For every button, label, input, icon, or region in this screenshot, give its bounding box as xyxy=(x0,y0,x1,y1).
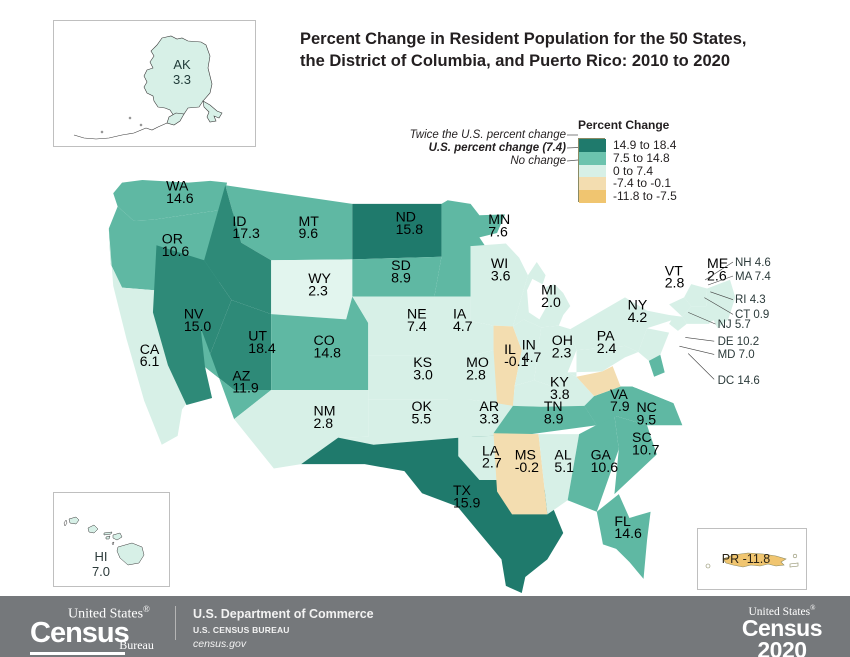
svg-text:4.7: 4.7 xyxy=(522,349,542,365)
svg-text:8.9: 8.9 xyxy=(544,411,564,427)
svg-text:-0.2: -0.2 xyxy=(515,459,539,475)
svg-text:18.4: 18.4 xyxy=(248,340,276,356)
svg-text:10.6: 10.6 xyxy=(162,243,190,259)
svg-text:15.0: 15.0 xyxy=(184,318,212,334)
svg-text:14.8: 14.8 xyxy=(314,344,342,360)
svg-text:10.6: 10.6 xyxy=(591,459,619,475)
svg-text:2.7: 2.7 xyxy=(482,455,502,471)
svg-text:6.1: 6.1 xyxy=(140,353,160,369)
svg-text:4.7: 4.7 xyxy=(453,318,473,334)
svg-text:2.4: 2.4 xyxy=(597,340,617,356)
svg-text:3.0: 3.0 xyxy=(413,366,433,382)
svg-text:2.8: 2.8 xyxy=(665,275,685,291)
svg-text:7.9: 7.9 xyxy=(610,398,630,414)
svg-text:2.6: 2.6 xyxy=(707,268,727,284)
svg-text:7.4: 7.4 xyxy=(407,318,427,334)
svg-text:2.8: 2.8 xyxy=(466,366,486,382)
svg-text:11.9: 11.9 xyxy=(232,380,259,396)
svg-text:17.3: 17.3 xyxy=(232,225,260,241)
svg-text:5.1: 5.1 xyxy=(554,459,574,475)
svg-text:8.9: 8.9 xyxy=(391,269,411,285)
svg-text:2.8: 2.8 xyxy=(314,415,334,431)
svg-text:3.6: 3.6 xyxy=(491,268,511,284)
svg-text:2.3: 2.3 xyxy=(552,344,572,360)
svg-text:7.6: 7.6 xyxy=(488,223,508,239)
svg-text:AK: AK xyxy=(173,57,191,72)
svg-text:9.6: 9.6 xyxy=(299,225,319,241)
svg-text:3.3: 3.3 xyxy=(479,411,499,427)
svg-text:4.2: 4.2 xyxy=(628,309,648,325)
svg-text:5.5: 5.5 xyxy=(411,411,431,427)
svg-text:2.3: 2.3 xyxy=(308,283,328,299)
svg-text:9.5: 9.5 xyxy=(636,411,656,427)
svg-text:3.3: 3.3 xyxy=(173,72,191,87)
svg-text:10.7: 10.7 xyxy=(632,441,660,457)
svg-text:2.0: 2.0 xyxy=(541,294,561,310)
svg-text:15.9: 15.9 xyxy=(453,494,481,510)
svg-text:14.6: 14.6 xyxy=(166,190,194,206)
svg-text:15.8: 15.8 xyxy=(396,221,424,237)
svg-text:14.6: 14.6 xyxy=(614,525,642,541)
